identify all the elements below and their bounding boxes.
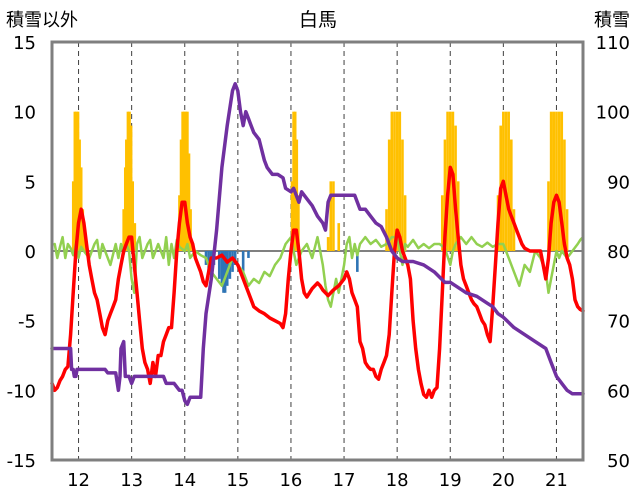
left-tick-label: -10 xyxy=(7,381,36,402)
bar-negative_bar-7 xyxy=(223,251,227,293)
x-tick-label: 20 xyxy=(492,470,515,491)
bar-snowfall_bar-53 xyxy=(510,139,513,251)
left-tick-label: -15 xyxy=(7,451,36,472)
bar-snowfall_bar-58 xyxy=(555,111,558,252)
bar-snowfall_bar-41 xyxy=(440,195,444,251)
left-tick-label: 5 xyxy=(25,172,36,193)
bar-snowfall_bar-59 xyxy=(557,111,561,252)
right-tick-label: 90 xyxy=(607,172,630,193)
bar-snowfall_bar-19 xyxy=(182,111,186,252)
bar-snowfall_bar-8 xyxy=(122,209,125,251)
right-tick-label: 110 xyxy=(596,33,630,54)
right-tick-label: 80 xyxy=(607,242,630,263)
bar-snowfall_bar-62 xyxy=(565,209,569,251)
bar-snowfall_bar-33 xyxy=(385,209,388,251)
left-axis-label: 積雪以外 xyxy=(6,10,78,31)
bar-snowfall_bar-39 xyxy=(401,139,404,251)
bar-snowfall_bar-61 xyxy=(563,139,566,251)
bar-snowfall_bar-29 xyxy=(326,237,330,251)
bar-snowfall_bar-22 xyxy=(187,153,191,251)
bar-snowfall_bar-14 xyxy=(131,181,135,251)
bar-snowfall_bar-57 xyxy=(552,111,556,252)
bar-snowfall_bar-35 xyxy=(390,111,394,252)
line-snow_depth xyxy=(50,82,585,407)
bar-snowfall_bar-30 xyxy=(329,181,333,251)
bar-snowfall_bar-56 xyxy=(549,111,553,252)
bar-snowfall_bar-1 xyxy=(73,111,77,252)
right-tick-label: 100 xyxy=(596,103,630,124)
bar-snowfall_bar-55 xyxy=(547,181,550,251)
bar-snowfall_bar-37 xyxy=(395,111,399,252)
plot-frame xyxy=(50,40,585,462)
chart-title: 白馬 xyxy=(299,9,337,31)
bar-snowfall_bar-60 xyxy=(560,111,564,252)
bar-snowfall_bar-38 xyxy=(398,111,402,252)
bar-snowfall_bar-3 xyxy=(76,111,80,252)
left-tick-label: 0 xyxy=(25,242,36,263)
bar-snowfall_bar-24 xyxy=(290,181,294,251)
bar-snowfall_bar-52 xyxy=(507,111,510,252)
bar-negative_bar-14 xyxy=(356,251,359,272)
bar-negative_bar-13 xyxy=(247,251,250,258)
bar-snowfall_bar-17 xyxy=(179,139,183,251)
left-axis-ticks: 15 10 5 0 -5 -10 -15 xyxy=(7,33,36,472)
bar-negative_bar-5 xyxy=(220,251,224,286)
right-tick-label: 70 xyxy=(607,312,630,333)
bar-snowfall_bar-47 xyxy=(456,181,460,251)
right-tick-label: 60 xyxy=(607,381,630,402)
x-tick-label: 16 xyxy=(279,470,302,491)
bar-snowfall_bar-25 xyxy=(292,111,295,252)
bar-snowfall_bar-31 xyxy=(332,181,335,251)
x-tick-label: 12 xyxy=(67,470,90,491)
bar-snowfall_bar-11 xyxy=(126,111,130,252)
x-tick-label: 18 xyxy=(386,470,409,491)
x-tick-label: 14 xyxy=(173,470,196,491)
right-axis-ticks: 110 100 90 80 70 60 50 xyxy=(596,33,630,472)
bar-snowfall_bar-12 xyxy=(128,111,131,252)
x-axis-ticks: 12 13 14 15 16 17 18 19 20 21 xyxy=(67,470,568,491)
bar-snowfall_bar-0 xyxy=(71,181,75,251)
bar-snowfall_bar-6 xyxy=(81,209,85,251)
bar-negative_bar-6 xyxy=(222,251,225,293)
bar-snowfall_bar-18 xyxy=(181,111,184,252)
x-tick-label: 15 xyxy=(226,470,249,491)
right-axis-label: 積雪 xyxy=(594,10,630,31)
x-tick-label: 21 xyxy=(545,470,568,491)
bar-negative_bar-10 xyxy=(231,251,234,272)
x-tick-label: 17 xyxy=(333,470,356,491)
bar-snowfall_bar-51 xyxy=(504,111,508,252)
bar-snowfall_bar-2 xyxy=(75,111,78,252)
bar-snowfall_bar-34 xyxy=(387,139,391,251)
bar-snowfall_bar-23 xyxy=(189,209,192,251)
bar-snowfall_bar-40 xyxy=(403,195,407,251)
bar-negative_bar-12 xyxy=(241,251,245,272)
x-tick-label: 13 xyxy=(120,470,143,491)
bar-snowfall_bar-20 xyxy=(184,111,188,252)
x-tick-label: 19 xyxy=(439,470,462,491)
bar-snowfall_bar-42 xyxy=(443,139,447,251)
bar-snowfall_bar-36 xyxy=(393,111,396,252)
bar-negative_bar-11 xyxy=(233,251,237,265)
left-tick-label: 15 xyxy=(13,33,36,54)
bar-snowfall_bar-21 xyxy=(186,111,189,252)
bar-snowfall_bar-54 xyxy=(512,209,516,251)
left-tick-label: -5 xyxy=(18,312,36,333)
bar-snowfall_bar-4 xyxy=(78,139,81,251)
bar-snowfall_bar-15 xyxy=(133,223,137,251)
line-temperature xyxy=(50,165,585,400)
bar-snowfall_bar-28 xyxy=(297,195,300,251)
left-tick-label: 10 xyxy=(13,103,36,124)
bar-snowfall_bar-10 xyxy=(125,139,128,251)
lines-layer xyxy=(50,82,585,407)
bar-negative_bar-4 xyxy=(217,251,221,279)
bar-snowfall_bar-26 xyxy=(293,111,297,252)
bar-snowfall_bar-32 xyxy=(337,223,341,251)
bar-snowfall_bar-13 xyxy=(129,125,133,251)
right-tick-label: 50 xyxy=(607,451,630,472)
